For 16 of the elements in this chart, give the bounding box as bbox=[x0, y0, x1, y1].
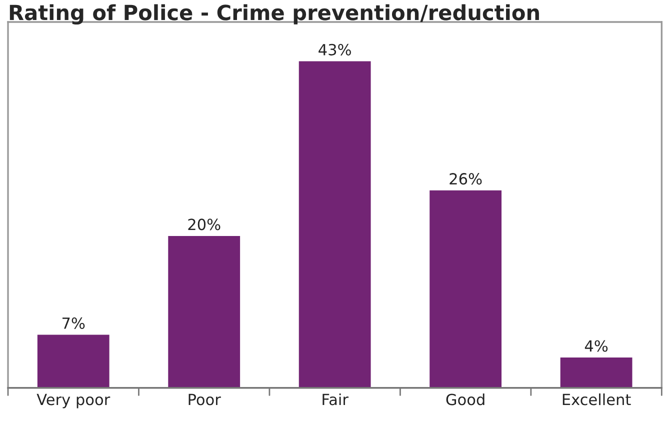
chart-title: Rating of Police - Crime prevention/reduction bbox=[10, 4, 539, 25]
x-tick-label: Very poor bbox=[36, 394, 110, 408]
data-label: 7% bbox=[62, 317, 85, 329]
bar bbox=[430, 190, 502, 388]
x-tick-label: Excellent bbox=[562, 393, 631, 406]
bar bbox=[168, 236, 240, 388]
bar bbox=[298, 61, 371, 388]
data-label: 26% bbox=[450, 173, 482, 185]
bar bbox=[37, 334, 110, 388]
data-label: 20% bbox=[188, 218, 220, 230]
data-label: 43% bbox=[318, 44, 351, 56]
x-tick-label: Poor bbox=[188, 394, 221, 406]
bar bbox=[560, 358, 632, 388]
data-label: 4% bbox=[584, 340, 608, 352]
x-tick-label: Fair bbox=[322, 393, 348, 406]
x-tick-label: Good bbox=[446, 393, 484, 406]
